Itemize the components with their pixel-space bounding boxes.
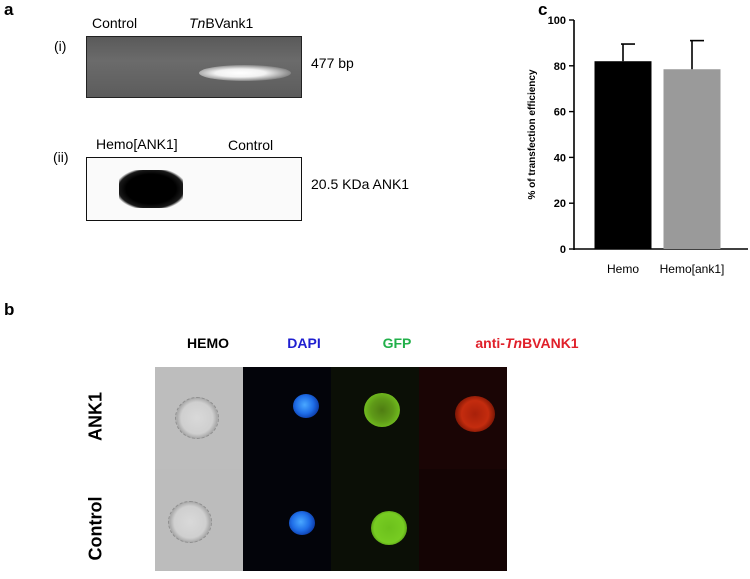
x-category-label: Hemo (607, 262, 639, 276)
panel-letter-c: c (538, 0, 548, 19)
anti-italic: Tn (504, 335, 523, 351)
row-label-ank1: ANK1 (85, 392, 106, 442)
bar-1 (663, 69, 721, 249)
y-tick-label: 100 (548, 15, 566, 27)
blot-panel-label: (ii) (53, 149, 69, 165)
blot-size-label: 20.5 KDa ANK1 (311, 176, 410, 192)
nucleus-image (293, 394, 319, 418)
row-label-control: Control (85, 496, 106, 561)
y-tick-label: 20 (554, 198, 566, 210)
gel-lane-control-label: Control (92, 15, 138, 31)
tile-ank1-dapi (243, 367, 331, 469)
tile-control-dapi (243, 469, 331, 571)
gel-lane-tnbvank1-label: TnBVank1 (189, 15, 253, 31)
x-category-label: Hemo[ank1] (660, 262, 725, 276)
y-tick-label: 0 (560, 244, 566, 256)
panel-letter-a: a (4, 0, 14, 19)
y-axis-label: % of transfection efficiency (527, 69, 538, 199)
column-label-gfp: GFP (382, 335, 412, 351)
y-tick-label: 80 (554, 61, 566, 73)
anti-prefix: anti- (475, 335, 505, 351)
tile-ank1-gfp (331, 367, 419, 469)
blot-band (119, 170, 183, 208)
tile-ank1-anti (419, 367, 507, 469)
gel-size-label: 477 bp (311, 55, 354, 71)
tile-control-gfp (331, 469, 419, 571)
bar-0 (594, 61, 652, 249)
gel-panel-label: (i) (54, 38, 67, 54)
column-label-anti-tnbvank1: anti-TnBVANK1 (452, 335, 602, 351)
tile-control-hemo (155, 469, 243, 571)
red-cell-image (455, 396, 495, 432)
tile-control-anti (419, 469, 507, 571)
blot-lane-control-label: Control (228, 137, 274, 153)
gfp-cell-image (371, 511, 407, 545)
tile-ank1-hemo (155, 367, 243, 469)
gel-image (86, 36, 302, 98)
column-label-hemo: HEMO (187, 335, 229, 351)
y-tick-label: 40 (554, 152, 566, 164)
microscopy-grid (155, 367, 507, 571)
panel-letter-b: b (4, 300, 15, 319)
column-label-dapi: DAPI (287, 335, 321, 351)
gel-lane-italic: Tn (189, 15, 206, 31)
cell-image (175, 397, 219, 439)
bar-chart: 0 20 40 60 80 100 % of transfection efficiency… (527, 15, 748, 276)
y-tick-label: 60 (554, 107, 566, 119)
cell-image (168, 501, 212, 543)
blot-lane-hemo-label: Hemo[ANK1] (96, 136, 178, 152)
gel-lane-rest: BVank1 (205, 15, 254, 31)
gel-band (199, 65, 291, 81)
blot-image (86, 157, 302, 221)
anti-suffix: BVANK1 (522, 335, 579, 351)
gfp-cell-image (364, 393, 400, 427)
nucleus-image (289, 511, 315, 535)
